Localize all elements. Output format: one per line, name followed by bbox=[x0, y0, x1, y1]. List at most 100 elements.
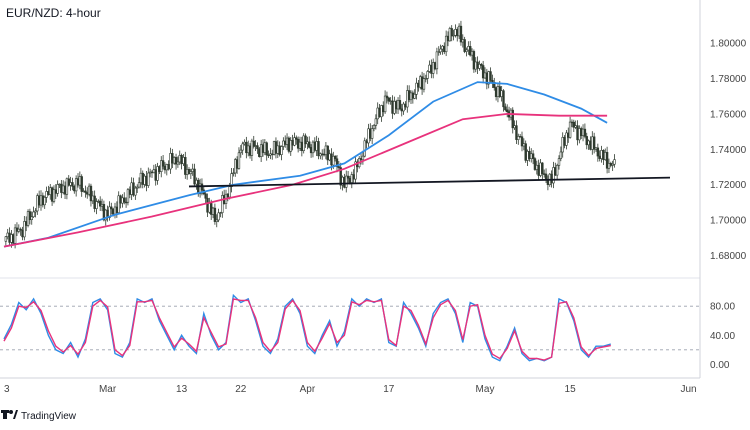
candle-body bbox=[263, 142, 267, 153]
candle-body bbox=[204, 193, 207, 199]
candle-body bbox=[84, 190, 87, 193]
candle-body bbox=[609, 163, 613, 166]
candle-body bbox=[245, 141, 248, 154]
tradingview-logo-icon bbox=[1, 410, 18, 419]
candle-body bbox=[579, 128, 583, 137]
candle-body bbox=[496, 86, 500, 98]
candle-body bbox=[502, 90, 505, 108]
candle-body bbox=[498, 86, 501, 97]
candle-body bbox=[300, 141, 304, 151]
candle-body bbox=[587, 140, 590, 146]
candle-body bbox=[54, 189, 58, 194]
candle-body bbox=[520, 136, 524, 147]
candle-body bbox=[335, 158, 339, 167]
candle-body bbox=[124, 201, 128, 204]
time-axis-tick-label: 17 bbox=[383, 384, 395, 395]
candle-body bbox=[406, 90, 409, 108]
support-annotations bbox=[188, 176, 671, 188]
candle-body bbox=[404, 103, 407, 108]
time-axis-tick-label: Apr bbox=[300, 384, 316, 395]
candle-body bbox=[526, 151, 529, 161]
candle-body bbox=[448, 28, 452, 42]
time-axis-tick-label: Jun bbox=[680, 384, 696, 395]
candle-body bbox=[119, 195, 122, 204]
candle-body bbox=[589, 140, 592, 150]
candle-body bbox=[396, 100, 400, 110]
candle-body bbox=[317, 141, 320, 157]
candle-body bbox=[30, 216, 33, 220]
candle-body bbox=[6, 232, 9, 238]
oscillator-line bbox=[3, 298, 611, 361]
candle-body bbox=[185, 169, 189, 175]
time-axis-tick-label: 3 bbox=[4, 384, 10, 395]
candle-body bbox=[32, 211, 35, 218]
candle-body bbox=[518, 136, 522, 138]
candle-body bbox=[73, 186, 76, 192]
candle-body bbox=[243, 141, 246, 145]
candle-body bbox=[422, 78, 426, 90]
time-axis-tick-label: Mar bbox=[99, 384, 117, 395]
candle-body bbox=[433, 62, 437, 70]
candle-body bbox=[361, 155, 365, 161]
candle-body bbox=[363, 140, 366, 157]
candle-body bbox=[359, 158, 363, 161]
candle-body bbox=[215, 219, 218, 222]
candle-body bbox=[208, 203, 211, 213]
candle-body bbox=[148, 171, 152, 174]
candle-body bbox=[49, 187, 52, 195]
candle-body bbox=[389, 100, 392, 102]
candle-body bbox=[413, 93, 416, 99]
candle-body bbox=[528, 151, 531, 159]
candle-body bbox=[248, 145, 252, 156]
candle-body bbox=[150, 171, 154, 174]
candle-body bbox=[178, 155, 181, 163]
candle-body bbox=[272, 141, 276, 155]
candle-body bbox=[544, 173, 548, 181]
candle-body bbox=[581, 128, 585, 137]
candle-body bbox=[561, 137, 564, 153]
candle-body bbox=[530, 153, 533, 159]
candle-body bbox=[154, 169, 157, 181]
candle-body bbox=[130, 182, 133, 195]
candle-body bbox=[394, 101, 398, 110]
candle-body bbox=[326, 145, 329, 161]
price-axis-ticks: 1.80000 1.78000 1.76000 1.74000 1.72000 1.700… bbox=[710, 39, 747, 262]
candle-body bbox=[387, 97, 390, 102]
candle-body bbox=[400, 108, 403, 112]
candle-body bbox=[228, 186, 231, 198]
candle-body bbox=[256, 145, 259, 150]
candle-body bbox=[346, 175, 350, 179]
candle-body bbox=[184, 157, 187, 175]
candle-body bbox=[4, 236, 8, 242]
oscillator-axis-ticks: 80.00 40.00 0.00 bbox=[710, 302, 735, 371]
candle-body bbox=[330, 153, 333, 166]
candle-body bbox=[574, 125, 577, 128]
candle-body bbox=[89, 185, 93, 202]
candle-body bbox=[139, 172, 143, 184]
candle-body bbox=[100, 204, 104, 207]
candle-body bbox=[67, 178, 70, 186]
candle-body bbox=[533, 158, 537, 170]
candle-body bbox=[542, 173, 546, 175]
candle-body bbox=[115, 206, 119, 213]
candle-body bbox=[385, 95, 389, 99]
candle-body bbox=[230, 173, 233, 187]
candle-body bbox=[161, 160, 165, 167]
candle-body bbox=[206, 197, 209, 213]
candle-body bbox=[134, 187, 137, 196]
candle-body bbox=[24, 221, 28, 226]
candle-body bbox=[367, 128, 370, 144]
candle-body bbox=[191, 168, 194, 172]
candle-body bbox=[259, 144, 263, 157]
candle-body bbox=[441, 45, 444, 50]
candle-body bbox=[10, 234, 13, 243]
candle-body bbox=[457, 25, 461, 37]
candle-body bbox=[515, 125, 518, 140]
candle-body bbox=[234, 159, 237, 174]
candle-body bbox=[113, 206, 117, 215]
candle-body bbox=[348, 177, 352, 183]
candle-body bbox=[578, 128, 581, 141]
candle-body bbox=[570, 121, 574, 124]
candle-body bbox=[315, 141, 318, 151]
